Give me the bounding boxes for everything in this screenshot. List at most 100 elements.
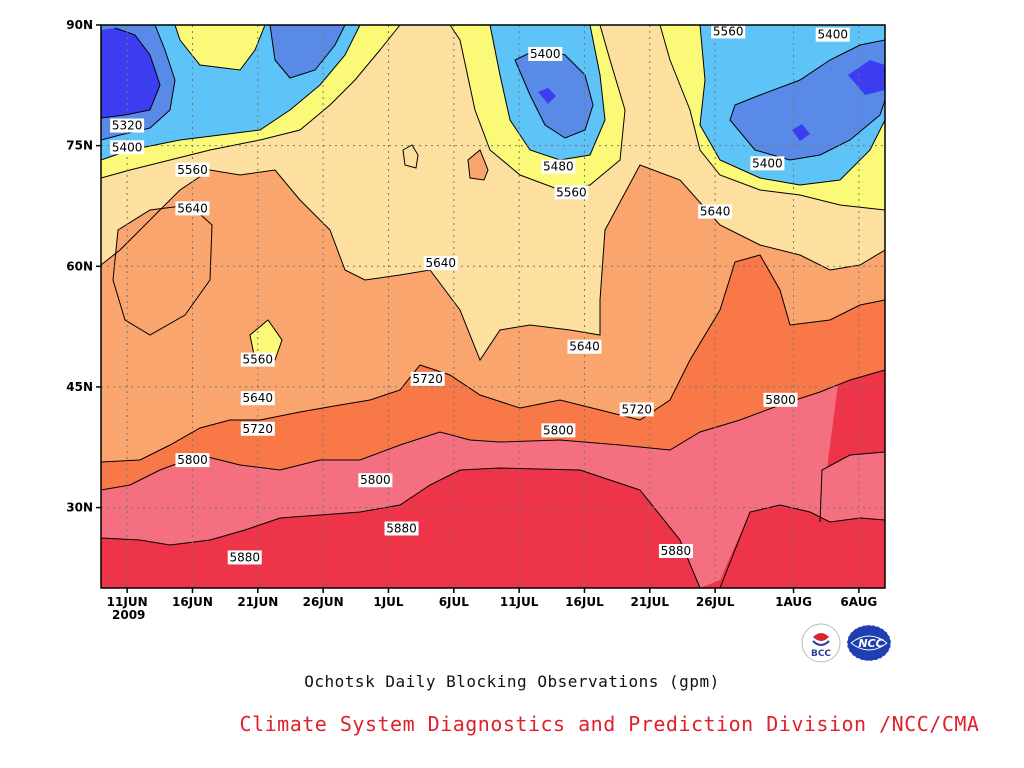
contour-line-5800 <box>101 369 885 491</box>
contour-line-5320 <box>101 27 161 119</box>
y-tick-label-2: 60N <box>66 259 93 273</box>
contour-line-small-b <box>402 144 419 169</box>
contour-line-5480-c <box>699 25 885 186</box>
contour-label-text-13: 5400 <box>530 47 561 61</box>
contour-label-text-12: 5640 <box>425 256 456 270</box>
contour-label-14: 5480 <box>541 159 576 174</box>
ncc-logo: NCC <box>845 623 893 663</box>
y-tick-label-3: 75N <box>66 139 93 153</box>
contour-label-text-20: 5560 <box>713 24 744 38</box>
contour-label-24: 5400 <box>815 27 850 42</box>
contour-label-18: 5720 <box>619 402 654 417</box>
contour-label-text-15: 5560 <box>556 185 587 199</box>
contour-labels: 5320 5400 5560 5640 5560 5640 5720 5800 5880 5800… <box>110 24 850 565</box>
contour-line-5400-d <box>729 39 885 161</box>
contour-label-20: 5560 <box>711 24 746 39</box>
contour-label-text-9: 5800 <box>360 473 391 487</box>
x-year-label: 2009 <box>112 608 145 622</box>
band-left-blob <box>113 205 212 335</box>
contour-label-text-16: 5800 <box>543 423 574 437</box>
contour-line-5880-b <box>719 504 885 588</box>
contour-label-8: 5880 <box>227 550 262 565</box>
x-tick-label-8: 21JUL <box>631 595 670 609</box>
contour-label-2: 5560 <box>175 162 210 177</box>
contour-label-text-11: 5720 <box>412 372 443 386</box>
contour-label-text-0: 5320 <box>112 119 143 133</box>
x-tick-label-6: 11JUL <box>500 595 539 609</box>
contour-label-0: 5320 <box>110 118 145 133</box>
contour-line-small-a <box>467 149 489 181</box>
contour-label-text-19: 5880 <box>661 544 692 558</box>
contour-line-5880-c <box>819 451 885 523</box>
x-tick-label-2: 21JUN <box>237 595 278 609</box>
contour-label-11: 5720 <box>410 371 445 386</box>
plot-frame <box>100 24 886 589</box>
contour-label-text-3: 5640 <box>177 201 208 215</box>
band-5320 <box>101 25 885 160</box>
x-tick-label-0: 11JUN <box>107 595 148 609</box>
contour-label-text-7: 5800 <box>177 453 208 467</box>
x-tick-label-3: 26JUN <box>303 595 344 609</box>
x-tick-label-5: 6JUL <box>439 595 470 609</box>
contour-label-text-22: 5400 <box>752 156 783 170</box>
band-small-5560 <box>403 145 418 168</box>
grid-lines <box>101 25 885 588</box>
contour-label-3: 5640 <box>175 201 210 216</box>
x-tick-label-1: 16JUN <box>172 595 213 609</box>
contour-line-5480 <box>101 25 361 161</box>
contour-label-6: 5720 <box>240 421 275 436</box>
band-yellow-top <box>175 25 265 70</box>
contour-label-10: 5880 <box>384 521 419 536</box>
contour-label-text-2: 5560 <box>177 163 208 177</box>
y-tick-label-1: 45N <box>66 380 93 394</box>
contour-line-5560-c <box>659 25 885 211</box>
contour-label-text-5: 5640 <box>243 391 274 405</box>
contour-label-4: 5560 <box>240 352 275 367</box>
contour-chart: 5320 5400 5560 5640 5560 5640 5720 5800 5880 5800… <box>66 18 886 622</box>
contour-label-7: 5800 <box>175 453 210 468</box>
contour-line-5480-top <box>174 25 266 71</box>
contour-label-9: 5800 <box>358 473 393 488</box>
contour-label-text-17: 5640 <box>569 340 600 354</box>
contour-label-text-4: 5560 <box>243 353 274 367</box>
bcc-logo: BCC <box>801 623 841 663</box>
contour-label-text-8: 5880 <box>229 550 260 564</box>
y-tick-label-4: 90N <box>66 18 93 32</box>
x-tick-label-9: 26JUL <box>696 595 735 609</box>
x-tick-label-4: 1JUL <box>373 595 404 609</box>
contour-label-text-23: 5800 <box>765 393 796 407</box>
contour-label-15: 5560 <box>554 185 589 200</box>
contour-line-5720 <box>101 254 885 463</box>
contour-label-13: 5400 <box>528 46 563 61</box>
contour-label-21: 5640 <box>698 204 733 219</box>
contour-label-text-24: 5400 <box>817 28 848 42</box>
contour-line-5400 <box>101 25 176 141</box>
contour-label-23: 5800 <box>763 392 798 407</box>
y-tick-label-0: 30N <box>66 501 93 515</box>
contour-label-19: 5880 <box>658 544 693 559</box>
credit-line: Climate System Diagnostics and Predictio… <box>239 712 980 736</box>
contour-label-12: 5640 <box>423 256 458 271</box>
contour-line-5400-b <box>269 25 346 79</box>
ncc-logo-text: NCC <box>858 637 883 650</box>
contour-label-text-14: 5480 <box>543 160 574 174</box>
x-tick-label-11: 6AUG <box>840 595 877 609</box>
x-tick-label-7: 16JUL <box>565 595 604 609</box>
contour-fill <box>101 25 885 588</box>
chart-title: Ochotsk Daily Blocking Observations (gpm… <box>304 672 720 691</box>
contour-label-text-18: 5720 <box>621 402 652 416</box>
bcc-logo-text: BCC <box>811 649 831 659</box>
contour-label-text-10: 5880 <box>386 521 417 535</box>
x-axis-ticks: 11JUN 16JUN 21JUN 26JUN 1JUL 6JUL 11JUL 16JUL 21… <box>107 588 877 609</box>
contour-line-5640-blob <box>112 204 213 336</box>
contour-label-16: 5800 <box>541 423 576 438</box>
contour-line-5880 <box>101 467 701 588</box>
contour-label-text-6: 5720 <box>243 422 274 436</box>
contour-label-5: 5640 <box>240 391 275 406</box>
contour-label-22: 5400 <box>750 156 785 171</box>
contour-label-text-1: 5400 <box>112 140 143 154</box>
y-axis-ticks: 30N 45N 60N 75N 90N <box>66 18 101 515</box>
contour-label-text-21: 5640 <box>700 205 731 219</box>
contour-label-1: 5400 <box>110 140 145 155</box>
x-tick-label-10: 1AUG <box>775 595 812 609</box>
